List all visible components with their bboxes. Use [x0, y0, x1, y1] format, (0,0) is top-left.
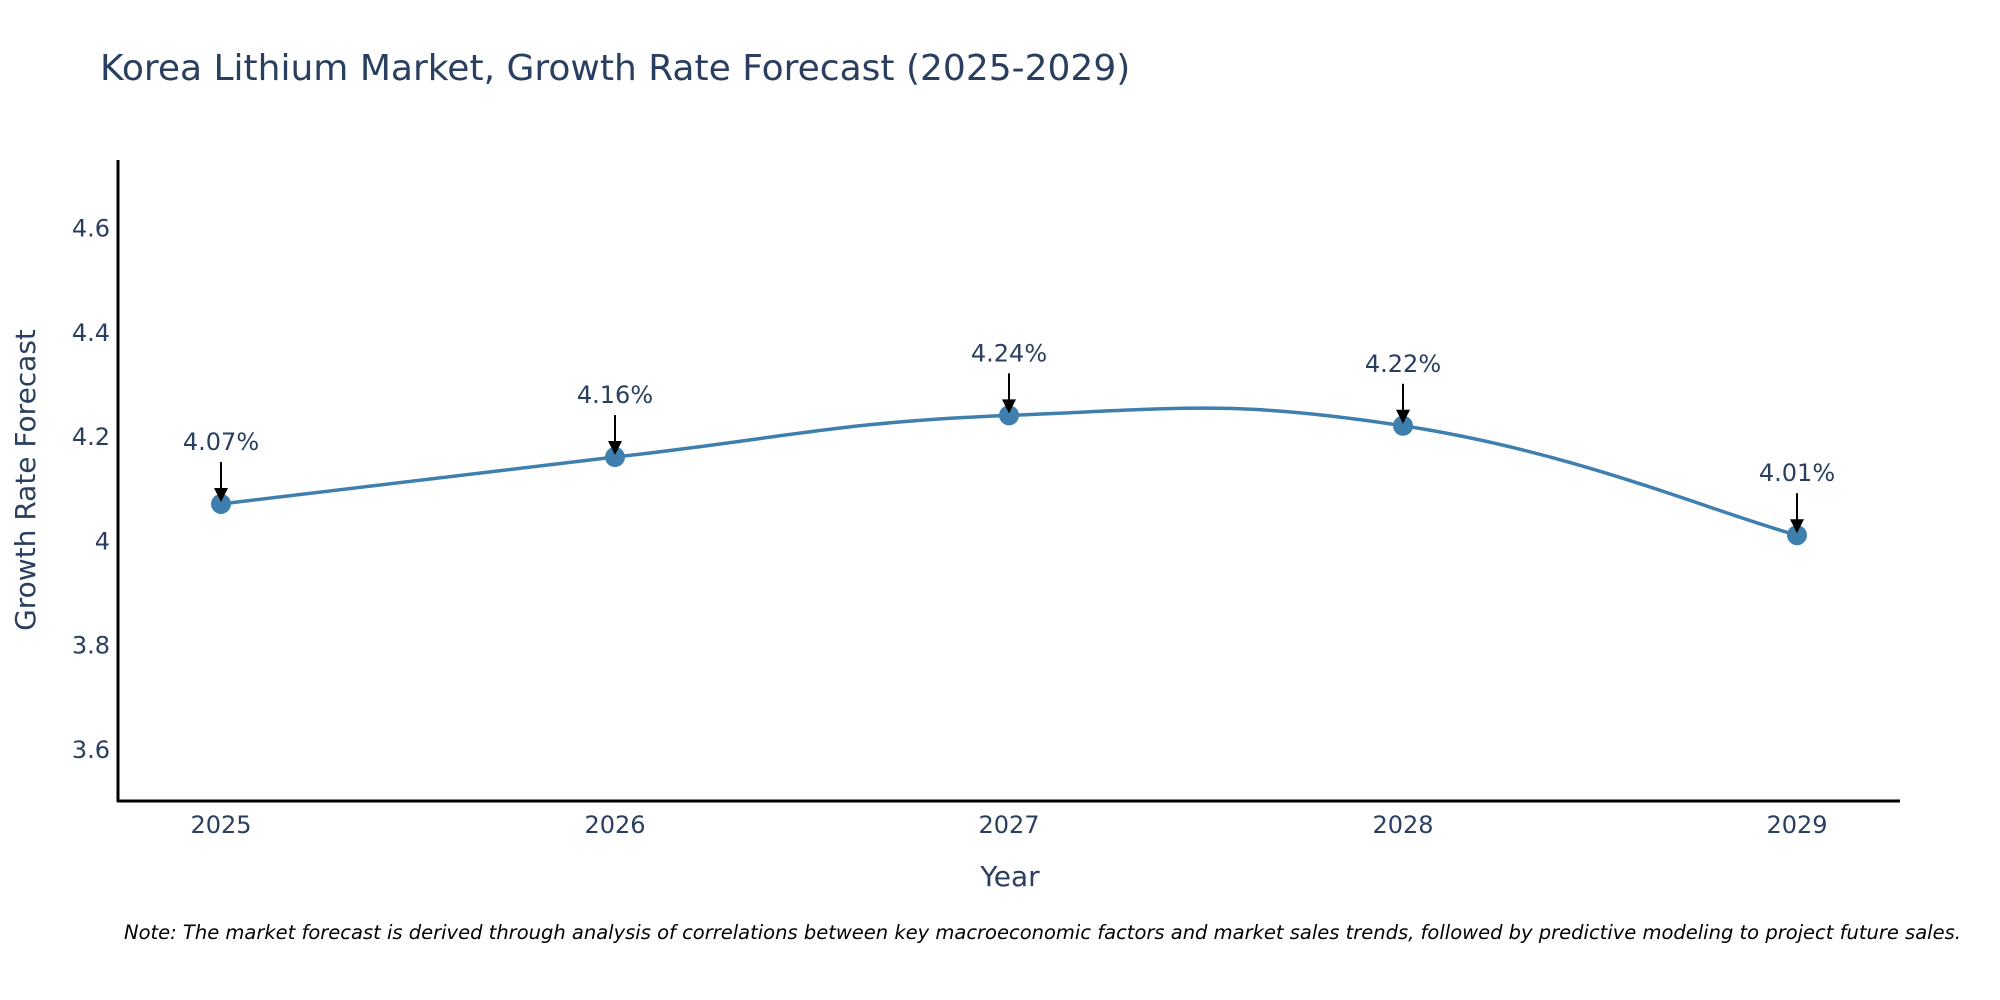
data-label: 4.22% [1365, 350, 1441, 378]
plot-area: 3.6 3.8 4 4.2 4.4 4.6 2025 2026 2027 2028 2029 4.… [72, 160, 1900, 839]
x-tick-label: 2026 [584, 811, 645, 839]
data-label: 4.24% [971, 339, 1047, 367]
annotation-arrowhead [1396, 409, 1410, 424]
y-tick-label: 4.2 [72, 423, 110, 451]
x-axis-title: Year [979, 860, 1040, 893]
y-tick-labels: 3.6 3.8 4 4.2 4.4 4.6 [72, 215, 110, 764]
data-annotations: 4.07% 4.16% 4.24% 4.22% 4.01% [183, 339, 1835, 534]
annotation-arrowhead [214, 487, 228, 502]
data-label: 4.01% [1759, 459, 1835, 487]
x-tick-label: 2028 [1372, 811, 1433, 839]
data-point [211, 493, 231, 514]
series-line [220, 406, 1798, 537]
y-tick-label: 3.6 [72, 736, 110, 764]
data-point [605, 447, 625, 468]
annotation-arrowhead [1002, 399, 1016, 414]
y-tick-label: 4.6 [72, 215, 110, 243]
y-tick-label: 4 [95, 527, 110, 555]
x-tick-labels: 2025 2026 2027 2028 2029 [190, 811, 1827, 839]
data-label: 4.16% [577, 381, 653, 409]
y-tick-label: 3.8 [72, 632, 110, 660]
annotation-arrowhead [1790, 519, 1804, 534]
y-axis-title: Growth Rate Forecast [9, 329, 42, 631]
data-markers [211, 405, 1807, 546]
data-label: 4.07% [183, 428, 259, 456]
data-point [999, 405, 1019, 426]
data-point [1787, 525, 1807, 546]
x-tick-label: 2025 [190, 811, 251, 839]
x-tick-label: 2027 [978, 811, 1039, 839]
x-tick-label: 2029 [1766, 811, 1827, 839]
footnote: Note: The market forecast is derived thr… [124, 921, 1961, 944]
annotation-arrowhead [608, 441, 622, 456]
data-point [1393, 415, 1413, 436]
y-tick-label: 4.4 [72, 319, 110, 347]
chart-title: Korea Lithium Market, Growth Rate Foreca… [100, 48, 1130, 89]
